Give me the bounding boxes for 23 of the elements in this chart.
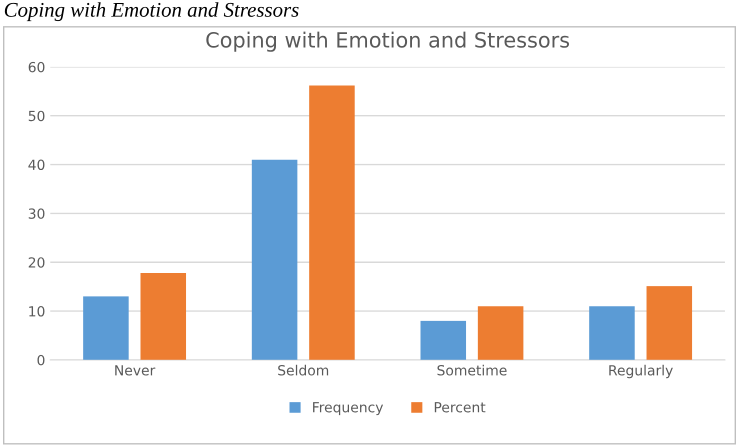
bar [309,85,355,360]
y-tick-label: 30 [28,208,44,219]
bar [140,272,186,360]
y-tick-label: 0 [37,354,44,366]
legend-label: Frequency [313,402,384,416]
bar [478,306,524,360]
bar [589,306,635,360]
bar [252,160,298,360]
x-tick-label: Regularly [609,364,673,378]
text: Coping with Emotion and Stressors [4,2,299,22]
x-tick-label: Sometime [437,364,507,376]
legend-label: Percent [434,402,486,412]
y-tick-label: 50 [28,110,44,122]
bar [83,296,129,360]
chart-title: Coping with Emotion and Stressors [206,32,570,52]
y-tick-label: 10 [29,306,44,317]
y-tick-label: 20 [28,257,44,268]
bar [646,286,692,360]
y-tick-label: 40 [28,160,44,170]
y-tick-label: 60 [28,62,44,72]
bar [420,320,466,360]
x-tick-label: Never [115,365,156,376]
x-tick-label: Seldom [278,364,328,376]
